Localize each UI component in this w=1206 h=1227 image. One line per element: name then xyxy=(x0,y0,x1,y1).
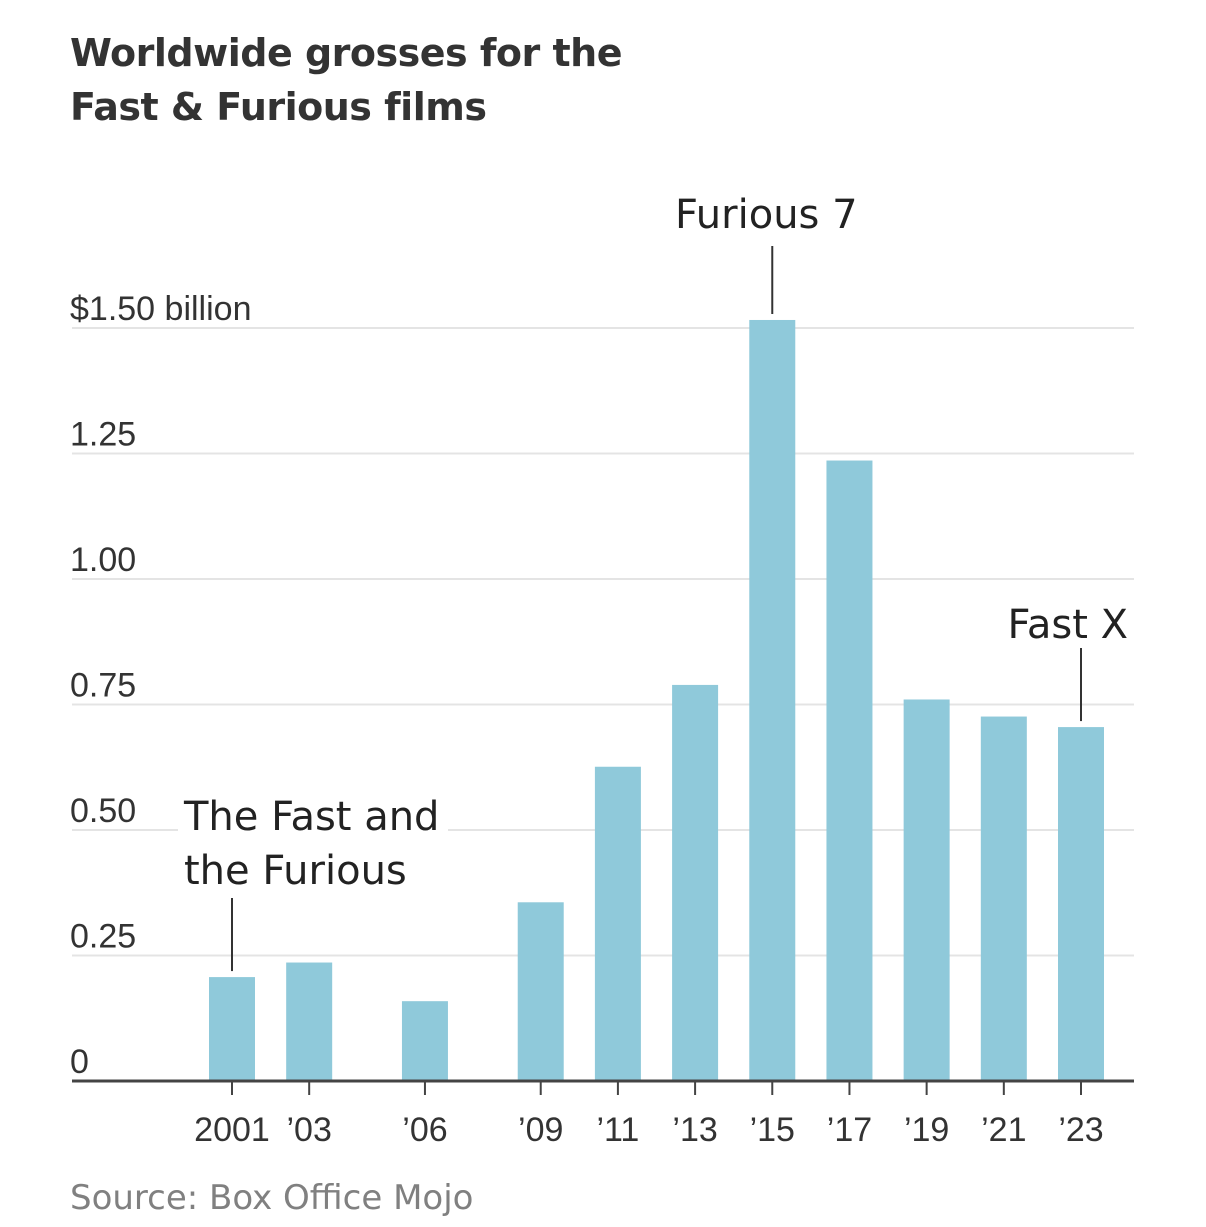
y-tick-label-6: $1.50 billion xyxy=(70,290,251,328)
bar-2006 xyxy=(401,1001,448,1081)
y-tick-label-5: 1.25 xyxy=(70,416,136,454)
chart-title: Worldwide grosses for the Fast & Furious… xyxy=(70,26,1070,134)
x-tick-label-0: 2001 xyxy=(194,1111,270,1149)
source-note: Source: Box Office Mojo xyxy=(70,1178,474,1218)
x-tick-label-5: ’13 xyxy=(672,1111,717,1149)
x-tick-label-4: ’11 xyxy=(596,1111,639,1149)
chart-title-line-1: Worldwide grosses for the xyxy=(70,31,622,75)
bar-2001 xyxy=(209,977,255,1081)
y-tick-label-1: 0.25 xyxy=(70,918,136,956)
annotation-label-0-0: The Fast and xyxy=(183,794,439,840)
bar-2021 xyxy=(980,716,1027,1081)
annotation-label-2-0: Fast X xyxy=(1008,602,1129,648)
annotation-label-0-1: the Furious xyxy=(184,848,407,894)
y-tick-label-3: 0.75 xyxy=(70,667,136,705)
y-tick-label-0: 0 xyxy=(70,1043,89,1081)
bar-2013 xyxy=(672,684,719,1081)
x-tick-label-2: ’06 xyxy=(402,1111,447,1149)
x-tick-label-3: ’09 xyxy=(518,1111,563,1149)
y-tick-label-4: 1.00 xyxy=(70,541,136,579)
bar-2023 xyxy=(1058,727,1104,1081)
bar-2017 xyxy=(826,460,873,1081)
x-tick-label-9: ’21 xyxy=(981,1111,1026,1149)
bar-2011 xyxy=(594,766,641,1081)
bar-2009 xyxy=(517,902,564,1081)
x-tick-label-8: ’19 xyxy=(904,1111,949,1149)
chart-title-line-2: Fast & Furious films xyxy=(70,85,487,129)
bar-2003 xyxy=(286,962,333,1081)
bar-2019 xyxy=(903,699,950,1081)
x-tick-label-6: ’15 xyxy=(750,1111,795,1149)
bar-2015 xyxy=(749,319,796,1081)
x-tick-label-1: ’03 xyxy=(286,1111,331,1149)
annotation-backdrop-0 xyxy=(178,790,448,900)
x-tick-label-10: ’23 xyxy=(1058,1111,1103,1149)
y-tick-label-2: 0.50 xyxy=(70,792,136,830)
annotation-label-1-0: Furious 7 xyxy=(675,192,858,238)
x-tick-label-7: ’17 xyxy=(827,1111,872,1149)
